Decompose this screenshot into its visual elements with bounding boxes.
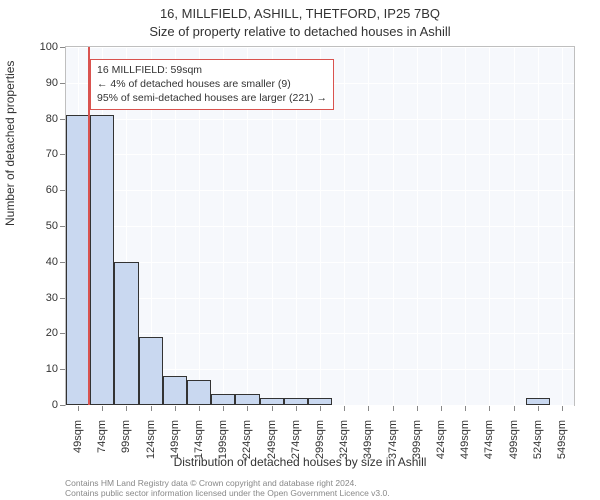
x-axis-label: Distribution of detached houses by size … <box>0 455 600 469</box>
y-tick-label: 40 <box>8 256 58 268</box>
y-tick-label: 60 <box>8 184 58 196</box>
histogram-bar <box>235 394 259 405</box>
x-tick-label: 99sqm <box>120 420 132 480</box>
x-tick-mark <box>489 406 490 411</box>
x-tick-label: 449sqm <box>459 420 471 480</box>
x-tick-label: 524sqm <box>532 420 544 480</box>
chart-container: 16, MILLFIELD, ASHILL, THETFORD, IP25 7B… <box>0 0 600 500</box>
histogram-bar <box>187 380 211 405</box>
histogram-bar <box>308 398 332 405</box>
x-tick-mark <box>102 406 103 411</box>
plot-area: 16 MILLFIELD: 59sqm ← 4% of detached hou… <box>65 46 575 406</box>
footer-line2: Contains public sector information licen… <box>65 488 575 498</box>
annotation-line3: 95% of semi-detached houses are larger (… <box>97 91 327 105</box>
footer-line1: Contains HM Land Registry data © Crown c… <box>65 478 575 488</box>
y-tick-label: 100 <box>8 41 58 53</box>
y-tick-label: 70 <box>8 148 58 160</box>
annotation-box: 16 MILLFIELD: 59sqm ← 4% of detached hou… <box>90 59 334 110</box>
histogram-bar <box>66 115 90 405</box>
y-tick-mark <box>60 369 65 370</box>
x-tick-label: 374sqm <box>387 420 399 480</box>
y-tick-label: 10 <box>8 363 58 375</box>
x-tick-label: 474sqm <box>483 420 495 480</box>
x-tick-mark <box>514 406 515 411</box>
x-tick-mark <box>441 406 442 411</box>
y-tick-mark <box>60 190 65 191</box>
y-tick-mark <box>60 405 65 406</box>
x-tick-label: 399sqm <box>411 420 423 480</box>
x-tick-mark <box>538 406 539 411</box>
y-tick-mark <box>60 83 65 84</box>
gridline-v <box>514 47 515 405</box>
x-tick-mark <box>344 406 345 411</box>
x-tick-mark <box>296 406 297 411</box>
y-tick-mark <box>60 47 65 48</box>
histogram-bar <box>260 398 284 405</box>
histogram-bar <box>163 376 187 405</box>
x-tick-label: 299sqm <box>314 420 326 480</box>
y-tick-label: 0 <box>8 399 58 411</box>
x-tick-mark <box>393 406 394 411</box>
y-tick-label: 80 <box>8 113 58 125</box>
x-tick-label: 249sqm <box>266 420 278 480</box>
x-tick-mark <box>78 406 79 411</box>
x-tick-label: 49sqm <box>72 420 84 480</box>
chart-title-line2: Size of property relative to detached ho… <box>0 24 600 39</box>
x-tick-label: 149sqm <box>169 420 181 480</box>
histogram-bar <box>284 398 308 405</box>
gridline-v <box>538 47 539 405</box>
y-tick-label: 90 <box>8 77 58 89</box>
histogram-bar <box>526 398 550 405</box>
gridline-v <box>562 47 563 405</box>
x-tick-label: 549sqm <box>556 420 568 480</box>
x-tick-label: 424sqm <box>435 420 447 480</box>
x-tick-label: 499sqm <box>508 420 520 480</box>
gridline-v <box>489 47 490 405</box>
gridline-v <box>441 47 442 405</box>
histogram-bar <box>90 115 114 405</box>
footer-attribution: Contains HM Land Registry data © Crown c… <box>65 478 575 498</box>
x-tick-label: 74sqm <box>96 420 108 480</box>
gridline-v <box>417 47 418 405</box>
x-tick-mark <box>320 406 321 411</box>
gridline-v <box>344 47 345 405</box>
histogram-bar <box>211 394 235 405</box>
x-tick-label: 224sqm <box>241 420 253 480</box>
gridline-v <box>465 47 466 405</box>
x-tick-label: 274sqm <box>290 420 302 480</box>
x-tick-label: 349sqm <box>362 420 374 480</box>
y-tick-mark <box>60 262 65 263</box>
x-tick-mark <box>368 406 369 411</box>
y-tick-label: 20 <box>8 327 58 339</box>
x-tick-mark <box>417 406 418 411</box>
gridline-v <box>393 47 394 405</box>
x-tick-label: 324sqm <box>338 420 350 480</box>
y-tick-mark <box>60 154 65 155</box>
x-tick-mark <box>247 406 248 411</box>
x-tick-mark <box>175 406 176 411</box>
annotation-line1: 16 MILLFIELD: 59sqm <box>97 63 327 77</box>
annotation-line2: ← 4% of detached houses are smaller (9) <box>97 77 327 91</box>
gridline-v <box>368 47 369 405</box>
x-tick-mark <box>223 406 224 411</box>
y-tick-label: 30 <box>8 292 58 304</box>
x-tick-mark <box>199 406 200 411</box>
x-tick-label: 199sqm <box>217 420 229 480</box>
y-tick-mark <box>60 298 65 299</box>
x-tick-mark <box>562 406 563 411</box>
x-tick-mark <box>126 406 127 411</box>
x-tick-mark <box>151 406 152 411</box>
y-tick-mark <box>60 119 65 120</box>
x-tick-label: 174sqm <box>193 420 205 480</box>
y-tick-label: 50 <box>8 220 58 232</box>
y-tick-mark <box>60 333 65 334</box>
x-tick-label: 124sqm <box>145 420 157 480</box>
chart-title-line1: 16, MILLFIELD, ASHILL, THETFORD, IP25 7B… <box>0 6 600 21</box>
histogram-bar <box>139 337 163 405</box>
x-tick-mark <box>272 406 273 411</box>
histogram-bar <box>114 262 138 405</box>
x-tick-mark <box>465 406 466 411</box>
y-tick-mark <box>60 226 65 227</box>
